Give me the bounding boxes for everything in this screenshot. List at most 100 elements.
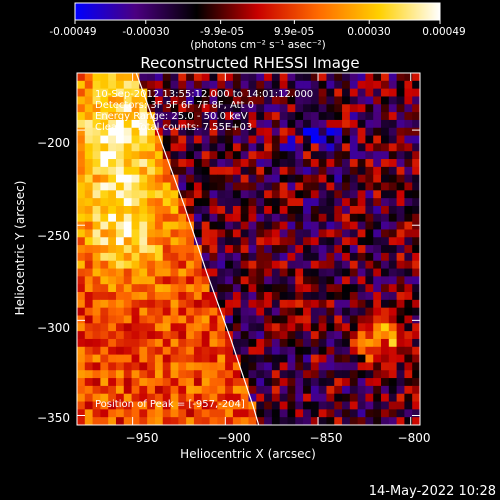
heatmap-cell <box>178 237 187 246</box>
heatmap-cell <box>225 284 234 293</box>
heatmap-cell <box>279 151 288 160</box>
heatmap-cell <box>388 245 398 254</box>
heatmap-cell <box>186 221 195 230</box>
heatmap-cell <box>256 284 265 293</box>
heatmap-cell <box>154 182 164 191</box>
heatmap-cell <box>225 378 234 387</box>
heatmap-cell <box>256 151 265 160</box>
heatmap-cell <box>100 409 109 418</box>
heatmap-cell <box>310 354 320 363</box>
heatmap-cell <box>388 104 398 113</box>
heatmap-cell <box>365 166 374 176</box>
heatmap-cell <box>271 299 281 309</box>
heatmap-cell <box>178 112 187 121</box>
heatmap-cell <box>178 151 187 160</box>
heatmap-cell <box>131 80 140 90</box>
heatmap-cell <box>248 88 257 97</box>
heatmap-cell <box>193 401 203 410</box>
heatmap-cell <box>396 354 405 363</box>
heatmap-cell <box>388 362 398 371</box>
heatmap-cell <box>271 385 281 395</box>
heatmap-cell <box>139 385 148 395</box>
heatmap-cell <box>287 151 296 160</box>
heatmap-cell <box>303 299 312 309</box>
heatmap-cell <box>225 166 234 176</box>
heatmap-cell <box>396 409 405 418</box>
heatmap-cell <box>326 307 335 316</box>
heatmap-cell <box>240 119 249 129</box>
heatmap-cell <box>373 88 382 97</box>
heatmap-cell <box>388 299 398 309</box>
heatmap-cell <box>295 323 304 332</box>
heatmap-cell <box>209 370 218 379</box>
heatmap-cell <box>193 229 203 238</box>
heatmap-cell <box>186 229 195 238</box>
heatmap-cell <box>295 393 304 403</box>
heatmap-cell <box>217 346 226 356</box>
heatmap-cell <box>162 252 172 262</box>
heatmap-cell <box>318 346 327 356</box>
heatmap-cell <box>334 127 343 137</box>
heatmap-cell <box>287 205 296 215</box>
heatmap-cell <box>287 198 296 207</box>
heatmap-cell <box>342 104 351 113</box>
heatmap-cell <box>154 205 164 215</box>
heatmap-cell <box>115 213 125 223</box>
heatmap-cell <box>381 119 390 129</box>
heatmap-cell <box>147 370 156 379</box>
heatmap-cell <box>100 338 109 348</box>
heatmap-cell <box>131 362 140 371</box>
heatmap-cell <box>77 112 86 121</box>
heatmap-cell <box>209 174 218 184</box>
heatmap-cell <box>100 307 109 316</box>
heatmap-cell <box>334 354 343 363</box>
heatmap-cell <box>373 299 382 309</box>
heatmap-cell <box>162 143 172 152</box>
heatmap-cell <box>287 331 296 340</box>
heatmap-cell <box>388 276 398 285</box>
heatmap-cell <box>373 112 382 121</box>
heatmap-cell <box>232 73 242 82</box>
heatmap-cell <box>240 338 249 348</box>
heatmap-cell <box>193 198 203 207</box>
heatmap-cell <box>295 96 304 105</box>
heatmap-cell <box>279 378 288 387</box>
heatmap-cell <box>295 88 304 97</box>
heatmap-cell <box>193 276 203 285</box>
heatmap-cell <box>279 190 288 199</box>
heatmap-cell <box>248 385 257 395</box>
heatmap-cell <box>100 292 109 301</box>
heatmap-cell <box>147 284 156 293</box>
heatmap-cell <box>123 346 133 356</box>
heatmap-cell <box>170 268 179 277</box>
heatmap-cell <box>295 221 304 230</box>
heatmap-cell <box>248 276 257 285</box>
heatmap-cell <box>123 362 133 371</box>
heatmap-cell <box>77 307 86 316</box>
heatmap-cell <box>240 73 249 82</box>
heatmap-cell <box>232 338 242 348</box>
heatmap-cell <box>279 104 288 113</box>
heatmap-cell <box>310 159 320 168</box>
heatmap-cell <box>178 73 187 82</box>
heatmap-cell <box>193 135 203 144</box>
heatmap-cell <box>225 104 234 113</box>
heatmap-cell <box>248 174 257 184</box>
heatmap-cell <box>303 151 312 160</box>
heatmap-cell <box>349 276 359 285</box>
heatmap-cell <box>349 417 359 425</box>
heatmap-cell <box>365 401 374 410</box>
heatmap-cell <box>178 104 187 113</box>
heatmap-cell <box>147 182 156 191</box>
heatmap-cell <box>139 315 148 324</box>
heatmap-cell <box>115 323 125 332</box>
heatmap-cell <box>318 385 327 395</box>
heatmap-cell <box>279 268 288 277</box>
heatmap-cell <box>232 198 242 207</box>
heatmap-cell <box>373 315 382 324</box>
heatmap-cell <box>154 88 164 97</box>
heatmap-cell <box>170 127 179 137</box>
heatmap-cell <box>115 88 125 97</box>
heatmap-cell <box>131 409 140 418</box>
heatmap-cell <box>256 166 265 176</box>
